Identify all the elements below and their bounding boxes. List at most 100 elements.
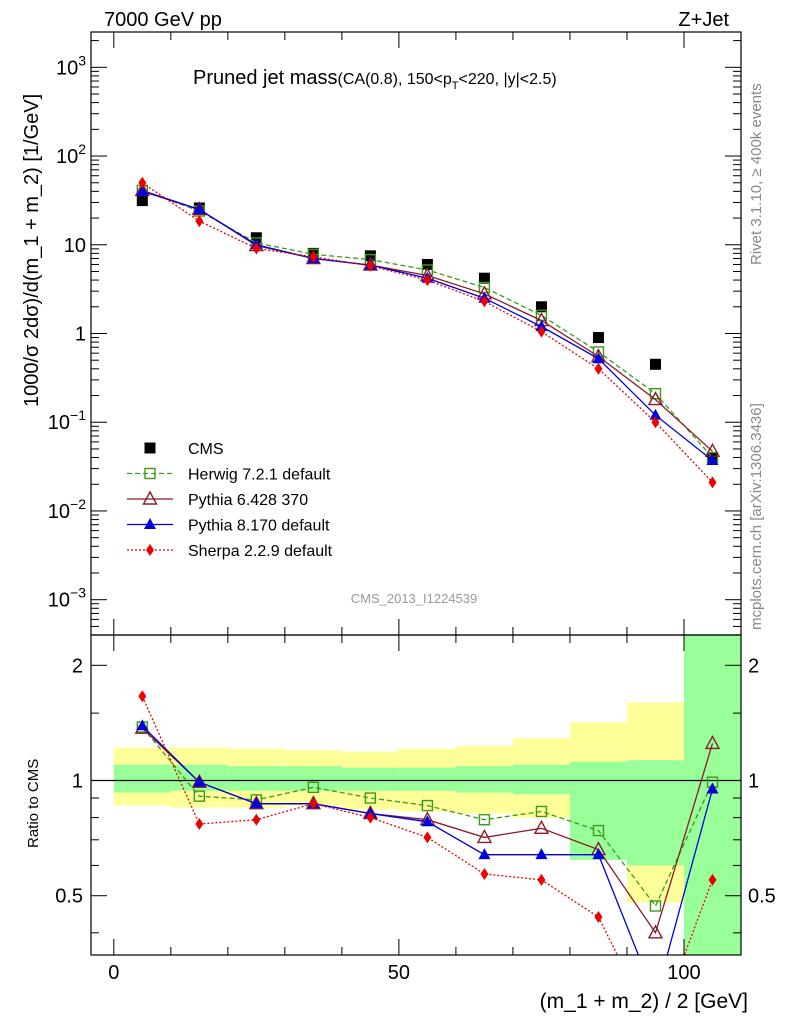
main-point-pythia8-10 — [706, 454, 719, 466]
main-point-pythia8-7 — [535, 319, 548, 331]
band-inner-5 — [398, 767, 456, 791]
x-tick-label-2: 100 — [667, 962, 700, 984]
main-point-pythia8-9 — [649, 408, 662, 420]
ratio-point-herwig-9 — [649, 900, 662, 912]
main-y-tick-label-5: 102 — [56, 141, 86, 168]
plot-title-sub-post: <220, |y|<2.5) — [459, 71, 557, 88]
main-y-axis-title: 1000/σ 2dσ)/d(m_1 + m_2) [1/GeV] — [21, 94, 43, 407]
main-point-pythia6-9 — [647, 391, 664, 406]
ratio-point-sherpa-0 — [138, 690, 147, 703]
main-point-sherpa-5 — [423, 274, 432, 287]
legend-marker-pythia8 — [144, 518, 156, 529]
ratio-point-sherpa-3 — [309, 797, 318, 810]
ratio-point-sherpa-7 — [537, 873, 546, 886]
main-point-herwig-9 — [649, 387, 662, 400]
ratio-point-pythia6-7 — [533, 819, 550, 835]
ratio-y-tick-label-1: 1 — [72, 771, 83, 793]
legend-marker-sherpa — [146, 544, 154, 556]
ratio-point-pythia6-1 — [191, 773, 208, 788]
ratio-point-herwig-7 — [535, 805, 548, 818]
main-point-cms-8 — [592, 332, 604, 344]
main-point-sherpa-4 — [366, 259, 375, 272]
uncertainty-bands — [91, 635, 741, 955]
ratio-y-tick-label-right-1: 1 — [748, 771, 759, 793]
x-tick-label-1: 50 — [388, 962, 410, 984]
main-y-tick-label-3: 1 — [75, 324, 86, 346]
ratio-point-sherpa-8 — [594, 910, 603, 923]
main-point-sherpa-8 — [594, 362, 603, 375]
legend-entry-pythia6: Pythia 6.428 370 — [127, 490, 308, 509]
ratio-point-pythia6-6 — [476, 828, 493, 844]
main-y-tick-label-2: 10−1 — [48, 407, 86, 434]
main-y-tick-label-6: 103 — [56, 52, 86, 79]
axes: 10−3 10−2 10−1 1 10 102 103 0 50 100 0.5 0.5 1 1 2 2 — [48, 31, 776, 984]
legend-label-sherpa: Sherpa 2.2.9 default — [188, 543, 333, 560]
main-point-sherpa-2 — [252, 242, 261, 255]
x-axis-title: (m_1 + m_2) / 2 [GeV] — [540, 990, 748, 1013]
ratio-y-tick-label-right-2: 2 — [748, 655, 759, 677]
ratio-point-sherpa-4 — [366, 811, 375, 824]
main-line-pythia8 — [142, 190, 713, 462]
ratio-series — [134, 690, 721, 955]
main-y-tick-label-0: 10−3 — [48, 585, 86, 612]
main-y-tick-label-1: 10−2 — [48, 496, 86, 523]
ratio-frame — [90, 634, 742, 956]
legend-label-pythia8: Pythia 8.170 default — [188, 518, 330, 535]
band-inner-9 — [626, 760, 684, 866]
main-point-sherpa-7 — [537, 325, 546, 338]
ratio-point-herwig-1 — [193, 790, 206, 802]
x-tick-label-0: 0 — [108, 962, 119, 984]
main-point-cms-6 — [478, 272, 490, 284]
ratio-y-tick-label-right-0: 0.5 — [748, 886, 776, 908]
ratio-point-herwig-3 — [307, 781, 320, 793]
main-series-pythia8 — [136, 184, 719, 466]
legend-label-herwig: Herwig 7.2.1 default — [188, 467, 331, 484]
band-inner-0 — [113, 764, 171, 793]
main-point-pythia8-1 — [193, 202, 206, 214]
process-label: Z+Jet — [678, 9, 729, 31]
band-inner-4 — [341, 767, 399, 791]
band-inner-2 — [227, 766, 285, 791]
legend: CMS Herwig 7.2.1 default Pythia 6.428 370 P… — [127, 441, 333, 560]
ratio-point-herwig-5 — [421, 799, 434, 812]
legend-entry-herwig: Herwig 7.2.1 default — [127, 467, 331, 484]
ratio-point-pythia8-6 — [478, 848, 491, 860]
ratio-point-pythia8-8 — [592, 848, 605, 860]
main-point-sherpa-9 — [651, 416, 660, 429]
ratio-point-sherpa-10 — [708, 873, 717, 886]
ratio-point-herwig-4 — [364, 792, 377, 804]
main-y-tick-label-4: 10 — [64, 235, 86, 257]
plot-title-subscript: T — [452, 80, 459, 92]
legend-marker-herwig — [144, 467, 156, 480]
main-point-sherpa-6 — [480, 295, 489, 308]
main-series-sherpa — [138, 176, 717, 489]
legend-entry-pythia8: Pythia 8.170 default — [127, 518, 330, 535]
watermark: CMS_2013_I1224539 — [351, 591, 478, 606]
main-series — [134, 176, 721, 489]
main-point-pythia8-8 — [592, 352, 605, 364]
main-line-herwig — [142, 189, 713, 458]
mcplots-label: mcplots.cern.ch [arXiv:1306.3436] — [748, 403, 765, 630]
ratio-y-axis-title: Ratio to CMS — [25, 759, 42, 848]
ratio-y-tick-label-2: 2 — [72, 655, 83, 677]
legend-entry-sherpa: Sherpa 2.2.9 default — [127, 543, 333, 560]
ratio-line-herwig — [141, 726, 714, 908]
main-point-cms-0 — [136, 195, 148, 207]
ratio-y-tick-label-0: 0.5 — [55, 886, 83, 908]
ratio-point-herwig-8 — [592, 824, 605, 837]
main-point-cms-9 — [649, 358, 661, 370]
main-point-cms-7 — [535, 301, 547, 313]
ratio-point-pythia6-9 — [647, 924, 664, 939]
ratio-point-pythia8-1 — [193, 775, 206, 787]
legend-marker-cms — [144, 442, 156, 454]
ratio-point-sherpa-6 — [480, 867, 489, 880]
main-line-pythia6 — [142, 189, 713, 452]
main-series-herwig — [136, 184, 719, 464]
band-inner-10 — [683, 635, 741, 955]
ratio-point-herwig-6 — [478, 813, 491, 826]
ratio-point-pythia8-2 — [250, 797, 263, 809]
ratio-point-sherpa-1 — [195, 817, 204, 830]
main-point-sherpa-1 — [195, 215, 204, 228]
legend-entry-cms: CMS — [144, 441, 224, 458]
